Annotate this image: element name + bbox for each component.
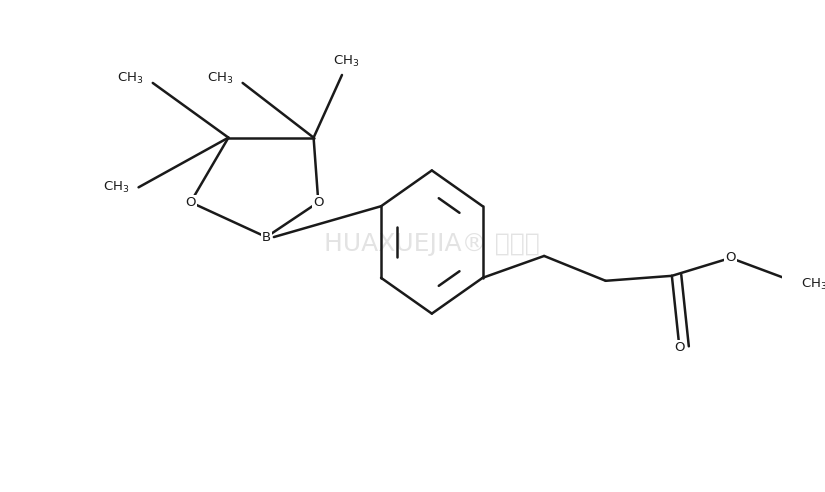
Text: CH$_3$: CH$_3$ <box>102 180 129 195</box>
Text: CH$_3$: CH$_3$ <box>800 277 825 292</box>
Text: O: O <box>674 341 685 354</box>
Text: CH$_3$: CH$_3$ <box>207 70 233 86</box>
Text: CH$_3$: CH$_3$ <box>117 70 144 86</box>
Text: O: O <box>725 251 736 264</box>
Text: O: O <box>186 196 196 209</box>
Text: B: B <box>262 231 271 244</box>
Text: HUAXUEJIA® 化学加: HUAXUEJIA® 化学加 <box>324 232 540 256</box>
Text: O: O <box>313 196 323 209</box>
Text: CH$_3$: CH$_3$ <box>333 54 360 69</box>
